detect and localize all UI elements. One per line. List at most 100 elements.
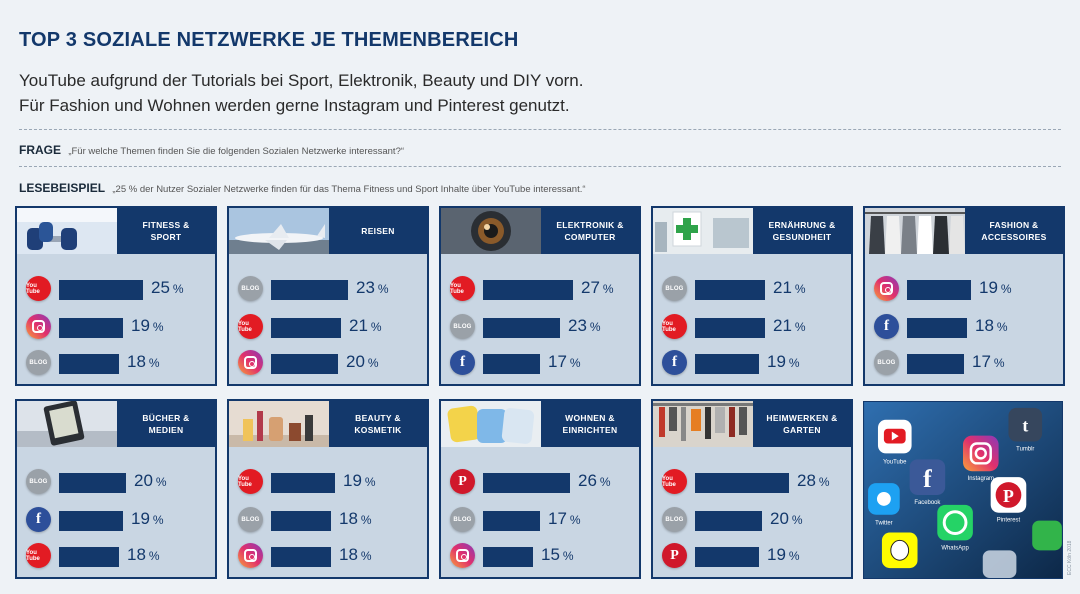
bar-row: BLOG 23% bbox=[441, 312, 639, 340]
bar-row: BLOG 18% bbox=[17, 348, 215, 376]
bar bbox=[483, 473, 570, 493]
instagram-icon bbox=[26, 314, 51, 339]
bar bbox=[59, 473, 126, 493]
bar bbox=[483, 547, 533, 567]
bar bbox=[483, 354, 540, 374]
bar-row: You Tube 27% bbox=[441, 274, 639, 302]
bar bbox=[695, 318, 765, 338]
facebook-icon: f bbox=[26, 507, 51, 532]
data-label: 18% bbox=[127, 352, 160, 371]
bar-row: You Tube 21% bbox=[229, 312, 427, 340]
social-apps-photo: YouTube t Tumblr Twitter f Facebook Inst… bbox=[863, 401, 1063, 579]
bar bbox=[907, 280, 971, 300]
divider-middle bbox=[19, 166, 1061, 167]
instagram-icon bbox=[963, 435, 999, 472]
bar bbox=[271, 318, 341, 338]
subtitle-line-2: Für Fashion und Wohnen werden gerne Inst… bbox=[19, 96, 570, 115]
topic-title: ELEKTRONIK & COMPUTER bbox=[541, 208, 639, 254]
bar bbox=[271, 547, 331, 567]
credit-text: ECC Köln 2018 bbox=[1067, 540, 1073, 575]
twitter-label: Twitter bbox=[875, 521, 892, 527]
data-label: 21% bbox=[773, 316, 806, 335]
bar-row: You Tube 19% bbox=[229, 467, 427, 495]
data-label: 23% bbox=[356, 278, 389, 297]
bar-row: 15% bbox=[441, 541, 639, 569]
bar-row: f 17% bbox=[441, 348, 639, 376]
facebook-icon: f bbox=[909, 459, 946, 495]
bar-row: You Tube 28% bbox=[653, 467, 851, 495]
airplane-photo bbox=[229, 208, 329, 254]
bar-row: BLOG 20% bbox=[653, 505, 851, 533]
bar-row: You Tube 18% bbox=[17, 541, 215, 569]
bar bbox=[271, 511, 331, 531]
youtube-icon: You Tube bbox=[26, 543, 51, 568]
blog-icon: BLOG bbox=[238, 276, 263, 301]
bar bbox=[271, 473, 335, 493]
dumbbell-photo bbox=[17, 208, 117, 254]
bar bbox=[59, 547, 119, 567]
data-label: 27% bbox=[581, 278, 614, 297]
data-label: 23% bbox=[568, 316, 601, 335]
bar-row: 20% bbox=[229, 348, 427, 376]
youtube-label: YouTube bbox=[883, 459, 907, 465]
bar bbox=[59, 280, 143, 300]
topic-title: FITNESS & SPORT bbox=[117, 208, 215, 254]
data-label: 25% bbox=[151, 278, 184, 297]
topic-title: BEAUTY & KOSMETIK bbox=[329, 401, 427, 447]
topic-chart-card: BÜCHER & MEDIEN BLOG 20% f 19% You Tube 18% bbox=[15, 399, 217, 579]
data-label: 20% bbox=[770, 509, 803, 528]
bar bbox=[483, 280, 573, 300]
data-label: 15% bbox=[541, 545, 574, 564]
blog-icon: BLOG bbox=[238, 507, 263, 532]
data-label: 17% bbox=[548, 352, 581, 371]
tools-photo bbox=[653, 401, 753, 447]
snapchat-icon bbox=[881, 532, 918, 569]
topic-title: ERNÄHRUNG & GESUNDHEIT bbox=[753, 208, 851, 254]
data-label: 17% bbox=[972, 352, 1005, 371]
bar-row: P 19% bbox=[653, 541, 851, 569]
topic-chart-card: FASHION & ACCESSOIRES 19% f 18% BLOG 17% bbox=[863, 206, 1065, 386]
instagram-icon bbox=[238, 350, 263, 375]
data-label: 18% bbox=[975, 316, 1008, 335]
topic-chart-card: HEIMWERKEN & GARTEN You Tube 28% BLOG 20% P 19… bbox=[651, 399, 853, 579]
bar-row: f 19% bbox=[17, 505, 215, 533]
topic-chart-card: ELEKTRONIK & COMPUTER You Tube 27% BLOG 23% f… bbox=[439, 206, 641, 386]
bar-row: f 18% bbox=[865, 312, 1063, 340]
cosmetics-photo bbox=[229, 401, 329, 447]
bar-row: 18% bbox=[229, 541, 427, 569]
example-line: LESEBEISPIEL „25 % der Nutzer Sozialer N… bbox=[19, 181, 586, 195]
topic-chart-card: REISEN BLOG 23% You Tube 21% 20% bbox=[227, 206, 429, 386]
whatsapp-icon bbox=[937, 504, 973, 541]
topic-title: FASHION & ACCESSOIRES bbox=[965, 208, 1063, 254]
pinterest-icon: P bbox=[990, 477, 1027, 513]
data-label: 19% bbox=[979, 278, 1012, 297]
pinterest-icon: P bbox=[450, 469, 475, 494]
topic-chart-card: BEAUTY & KOSMETIK You Tube 19% BLOG 18% 18% bbox=[227, 399, 429, 579]
bar-row: BLOG 18% bbox=[229, 505, 427, 533]
camera-lens-photo bbox=[441, 208, 541, 254]
question-text: „Für welche Themen finden Sie die folgen… bbox=[68, 146, 405, 157]
bar bbox=[907, 354, 964, 374]
card-header: FASHION & ACCESSOIRES bbox=[865, 208, 1063, 254]
card-header: BEAUTY & KOSMETIK bbox=[229, 401, 427, 447]
instagram-icon bbox=[874, 276, 899, 301]
subtitle-line-1: YouTube aufgrund der Tutorials bei Sport… bbox=[19, 71, 584, 90]
blog-icon: BLOG bbox=[450, 314, 475, 339]
card-header: REISEN bbox=[229, 208, 427, 254]
card-header: WOHNEN & EINRICHTEN bbox=[441, 401, 639, 447]
topic-chart-card: ERNÄHRUNG & GESUNDHEIT BLOG 21% You Tube 21%… bbox=[651, 206, 853, 386]
data-label: 17% bbox=[548, 509, 581, 528]
example-text: „25 % der Nutzer Sozialer Netzwerke find… bbox=[112, 184, 586, 195]
youtube-icon bbox=[877, 419, 912, 454]
bar-row: BLOG 17% bbox=[865, 348, 1063, 376]
bar bbox=[695, 473, 789, 493]
bar bbox=[271, 280, 348, 300]
topic-chart-card: FITNESS & SPORT You Tube 25% 19% BLOG 18% bbox=[15, 206, 217, 386]
instagram-icon bbox=[238, 543, 263, 568]
pharmacy-photo bbox=[653, 208, 753, 254]
svg-text:t: t bbox=[1022, 416, 1028, 436]
data-label: 19% bbox=[131, 316, 164, 335]
bar bbox=[695, 354, 759, 374]
bar-row: BLOG 17% bbox=[441, 505, 639, 533]
topic-title: HEIMWERKEN & GARTEN bbox=[753, 401, 851, 447]
